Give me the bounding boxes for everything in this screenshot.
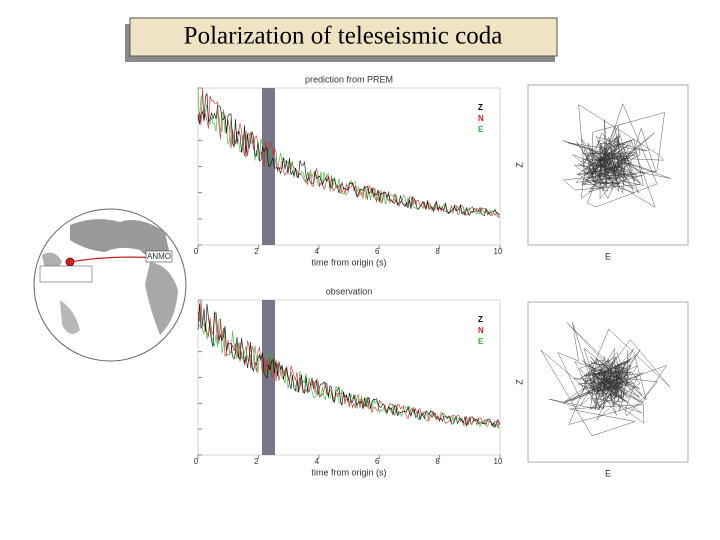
title-box — [129, 17, 558, 57]
particle-path — [562, 103, 671, 208]
particle-y-label: Z — [514, 162, 524, 168]
slide-title: Polarization of teleseismic coda — [184, 23, 503, 50]
x-tick-label: 10 — [494, 247, 503, 256]
particle-y-label: Z — [514, 379, 524, 385]
panel-heading: prediction from PREM — [305, 74, 393, 84]
plot-frame — [197, 299, 501, 456]
x-tick-label: 6 — [375, 247, 380, 256]
legend-entry: E — [478, 337, 484, 346]
x-tick-label: 4 — [315, 457, 320, 466]
x-tick-label: 0 — [194, 247, 199, 256]
particle-x-label: E — [605, 251, 611, 261]
particle-x-label: E — [605, 468, 611, 478]
x-tick-label: 8 — [435, 247, 440, 256]
x-tick-label: 2 — [254, 457, 259, 466]
station-label: ANMO — [147, 252, 171, 261]
legend-entry: Z — [478, 103, 483, 112]
legend-entry: N — [478, 114, 484, 123]
particle-path — [540, 322, 670, 437]
globe: ANMO — [33, 208, 187, 362]
x-axis-label: time from origin (s) — [311, 467, 386, 477]
x-tick-label: 2 — [254, 247, 259, 256]
x-tick-label: 0 — [194, 457, 199, 466]
x-tick-label: 4 — [315, 247, 320, 256]
panel-heading: observation — [326, 286, 373, 296]
x-tick-label: 10 — [494, 457, 503, 466]
trace — [197, 303, 500, 428]
trace — [197, 299, 500, 429]
legend-entry: E — [478, 125, 484, 134]
plot-frame — [197, 87, 501, 246]
trace — [197, 92, 500, 217]
x-tick-label: 6 — [375, 457, 380, 466]
time-window — [262, 300, 275, 455]
x-tick-label: 8 — [435, 457, 440, 466]
legend-entry: Z — [478, 315, 483, 324]
x-axis-label: time from origin (s) — [311, 257, 386, 267]
legend-entry: N — [478, 326, 484, 335]
time-window — [262, 88, 275, 245]
